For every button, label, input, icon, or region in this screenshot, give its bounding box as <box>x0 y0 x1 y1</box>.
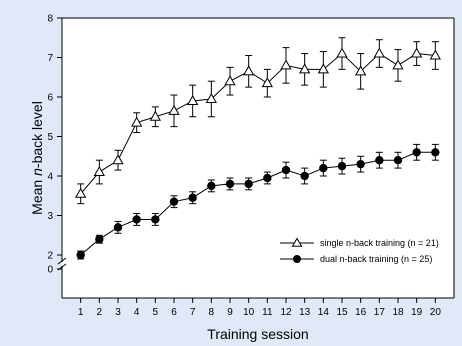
data-point <box>188 193 197 202</box>
legend-entry-2: dual n-back training (n = 25) <box>280 254 432 264</box>
x-tick-label: 7 <box>190 307 196 318</box>
y-tick-label: 0 <box>47 265 53 276</box>
x-tick-label: 11 <box>262 307 273 318</box>
y-tick-label: 8 <box>47 14 53 25</box>
data-point <box>205 92 217 103</box>
legend-marker <box>293 255 301 263</box>
data-point <box>76 250 85 260</box>
data-point <box>75 187 87 198</box>
y-tick-label: 3 <box>47 211 53 222</box>
x-tick-label: 20 <box>430 307 442 318</box>
data-point <box>263 173 272 183</box>
data-point <box>356 159 365 169</box>
x-tick-label: 6 <box>171 307 177 318</box>
data-point <box>187 94 199 105</box>
data-point <box>431 148 440 157</box>
data-point <box>168 104 180 115</box>
data-point <box>95 235 104 244</box>
data-point <box>412 148 421 157</box>
data-point <box>112 154 124 165</box>
series-1 <box>75 37 441 205</box>
data-point <box>429 49 441 60</box>
series-2 <box>76 143 440 260</box>
data-point <box>151 215 160 224</box>
x-tick-label: 3 <box>115 307 121 318</box>
data-point <box>319 163 328 173</box>
data-point <box>375 156 384 165</box>
x-tick-label: 13 <box>299 307 311 318</box>
y-tick-label: 6 <box>47 93 53 104</box>
x-tick-label: 9 <box>227 307 233 318</box>
data-point <box>299 63 311 74</box>
legend-entry-1: single n-back training (n = 21) <box>280 237 439 248</box>
x-tick-label: 5 <box>153 307 159 318</box>
data-point <box>393 156 403 165</box>
data-point <box>281 165 291 175</box>
x-tick-label: 17 <box>374 307 386 318</box>
x-tick-label: 4 <box>134 307 140 318</box>
data-point <box>261 77 273 88</box>
x-axis-title: Training session <box>207 326 308 342</box>
data-point <box>149 110 161 121</box>
plot-area <box>62 18 454 298</box>
x-tick-label: 15 <box>336 307 348 318</box>
legend-marker <box>291 237 303 247</box>
data-point <box>355 65 367 76</box>
x-tick-label: 16 <box>355 307 367 318</box>
data-point <box>317 63 329 74</box>
axis-break-mark <box>57 257 67 265</box>
data-point <box>411 47 423 58</box>
y-tick-label: 4 <box>47 172 53 183</box>
data-point <box>132 215 141 224</box>
x-tick-label: 18 <box>392 307 404 318</box>
data-point <box>93 166 105 177</box>
x-tick-label: 10 <box>243 307 255 318</box>
data-point <box>373 47 385 58</box>
x-tick-label: 14 <box>318 307 330 318</box>
data-point <box>243 65 255 76</box>
legend-label: dual n-back training (n = 25) <box>320 254 432 264</box>
y-tick-label: 2 <box>47 251 53 262</box>
y-tick-label: 5 <box>47 132 53 143</box>
y-tick-label: 7 <box>47 53 53 64</box>
x-tick-label: 2 <box>97 307 103 318</box>
data-point <box>300 171 309 181</box>
data-point <box>337 161 347 171</box>
data-point <box>131 116 143 127</box>
x-tick-label: 1 <box>78 307 84 318</box>
y-axis-title: Mean n-back level <box>29 101 45 215</box>
x-tick-label: 12 <box>280 307 292 318</box>
data-point <box>113 223 123 232</box>
data-point <box>207 181 216 191</box>
data-point <box>280 59 292 70</box>
data-point <box>336 47 348 58</box>
legend-label: single n-back training (n = 21) <box>320 238 439 248</box>
data-point <box>169 197 179 206</box>
x-tick-label: 8 <box>209 307 215 318</box>
data-point <box>225 179 235 189</box>
data-point <box>244 179 253 189</box>
data-point <box>392 59 404 70</box>
data-point <box>224 75 236 86</box>
x-tick-label: 19 <box>411 307 423 318</box>
